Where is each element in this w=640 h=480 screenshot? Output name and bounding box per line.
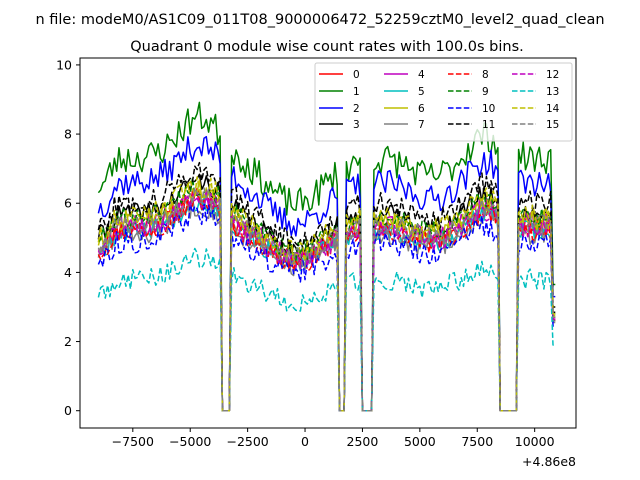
y-axis: 0 2 4 6 8 10 <box>56 57 80 418</box>
legend-label-11: 11 <box>482 119 495 131</box>
legend-label-13: 13 <box>546 86 559 98</box>
series-line-13 <box>97 247 556 412</box>
legend-label-4: 4 <box>418 69 425 81</box>
legend-label-0: 0 <box>353 69 360 81</box>
legend-box <box>314 62 573 142</box>
legend-label-12: 12 <box>546 69 559 81</box>
y-tick-label: 10 <box>56 57 72 72</box>
legend-label-3: 3 <box>353 119 360 131</box>
x-tick-label: 0 <box>301 434 309 449</box>
figure-suptitle: n file: modeM0/AS1C09_011T08_9000006472_… <box>35 12 604 28</box>
legend-label-5: 5 <box>418 86 425 98</box>
legend-label-1: 1 <box>353 86 360 98</box>
legend-label-8: 8 <box>482 69 489 81</box>
x-tick-label: 7500 <box>461 434 493 449</box>
x-tick-label: 2500 <box>347 434 379 449</box>
series-line-14 <box>97 176 556 412</box>
series-layer <box>97 101 556 412</box>
legend-label-15: 15 <box>546 119 559 131</box>
series-line-12 <box>97 189 556 412</box>
series-line-2 <box>97 135 556 412</box>
y-tick-label: 2 <box>64 334 72 349</box>
x-tick-label: −5000 <box>169 434 211 449</box>
y-tick-label: 8 <box>64 127 72 142</box>
x-axis: −7500 −5000 −2500 0 2500 5000 7500 10000 <box>112 428 555 449</box>
legend-label-14: 14 <box>546 103 560 115</box>
x-offset-label: +4.86e8 <box>522 454 576 469</box>
legend-label-7: 7 <box>418 119 425 131</box>
y-tick-label: 0 <box>64 403 72 418</box>
y-tick-label: 6 <box>64 196 72 211</box>
series-line-10 <box>97 202 556 412</box>
chart-title: Quadrant 0 module wise count rates with … <box>130 39 524 55</box>
x-tick-label: −7500 <box>112 434 154 449</box>
series-line-9 <box>97 177 556 412</box>
y-tick-label: 4 <box>64 265 72 280</box>
legend-label-6: 6 <box>418 103 425 115</box>
series-line-15 <box>97 187 556 412</box>
legend-label-2: 2 <box>353 103 360 115</box>
legend-label-10: 10 <box>482 103 495 115</box>
x-tick-label: 5000 <box>404 434 436 449</box>
x-tick-label: −2500 <box>226 434 268 449</box>
series-line-11 <box>97 161 556 412</box>
legend-label-9: 9 <box>482 86 489 98</box>
x-tick-label: 10000 <box>515 434 555 449</box>
plot-frame <box>79 57 577 429</box>
